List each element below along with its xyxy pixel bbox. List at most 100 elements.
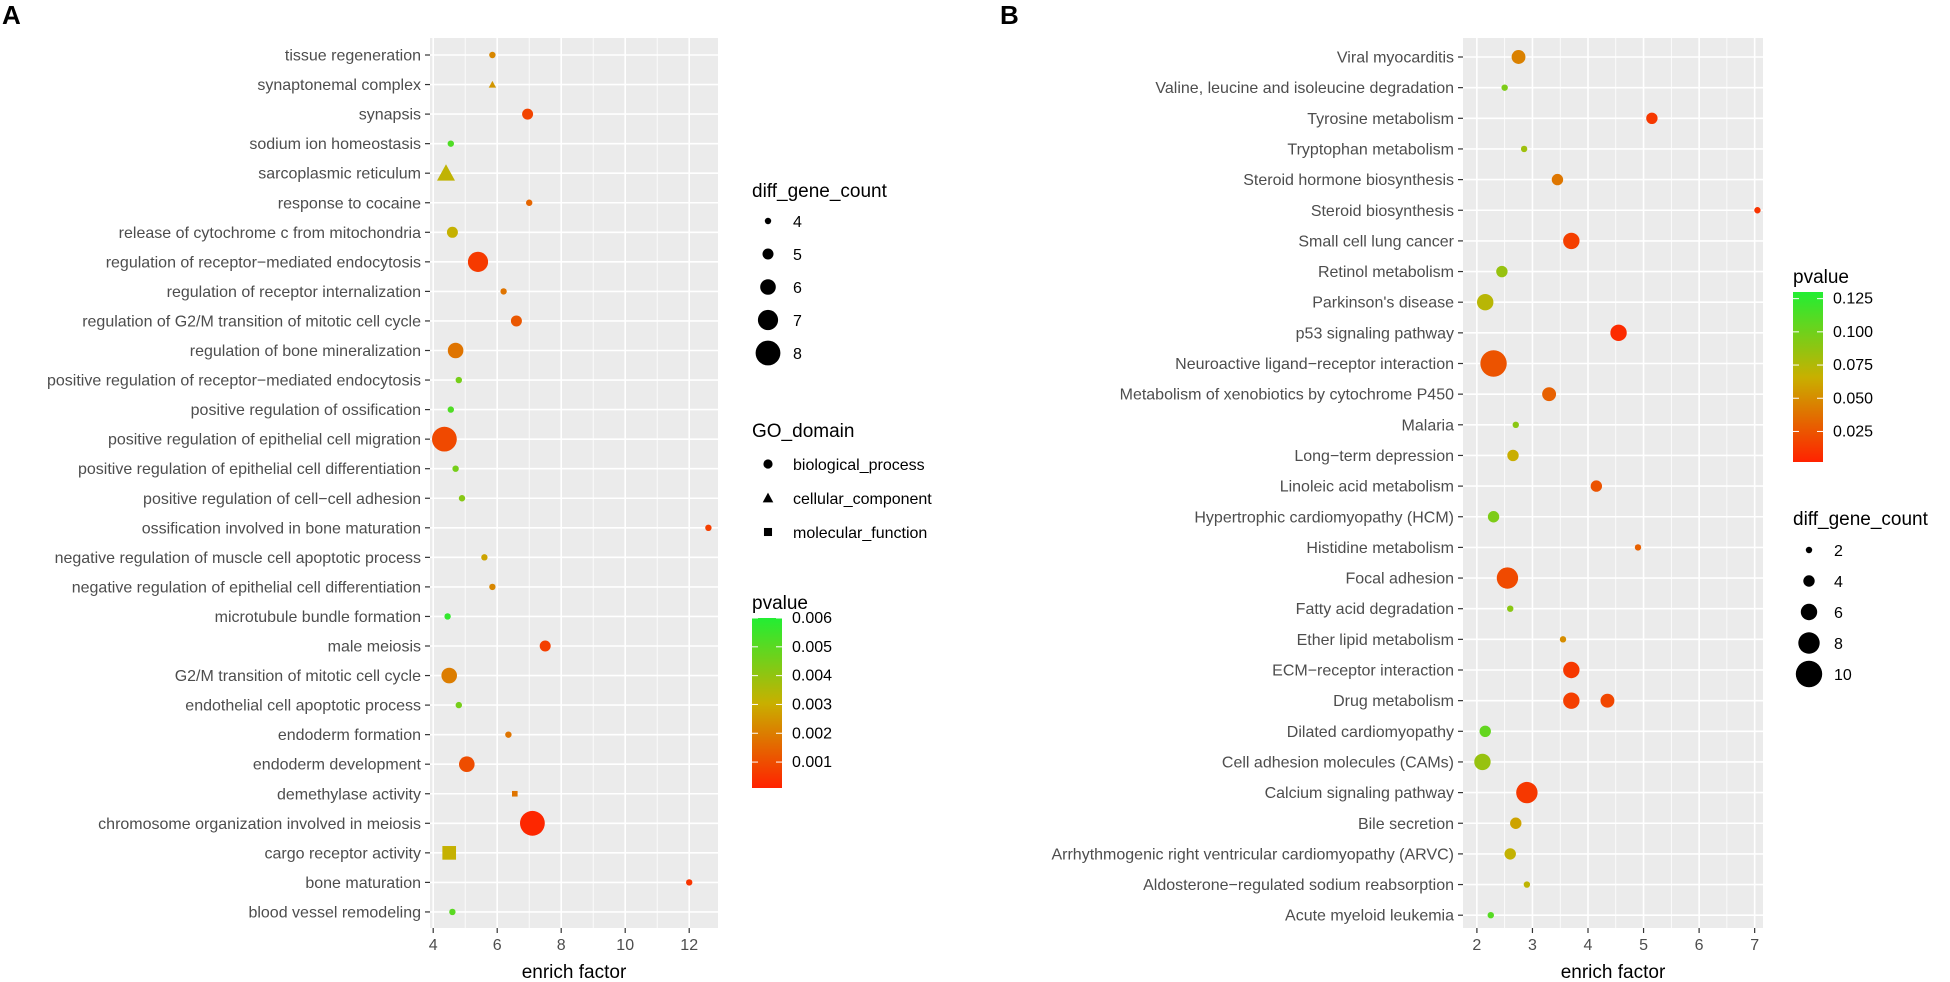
data-point xyxy=(539,640,551,652)
data-point xyxy=(1501,84,1508,91)
category-label: Parkinson's disease xyxy=(1312,295,1454,312)
data-point xyxy=(447,140,454,147)
data-point xyxy=(1510,817,1522,829)
color-legend-label: 0.025 xyxy=(1833,423,1873,440)
category-label: Histidine metabolism xyxy=(1306,540,1454,557)
category-label: Bile secretion xyxy=(1358,816,1454,833)
size-legend-label: 6 xyxy=(1834,605,1843,622)
x-tick-label: 3 xyxy=(1528,937,1537,954)
category-label: synapsis xyxy=(359,107,421,124)
category-label: negative regulation of muscle cell apopt… xyxy=(55,550,421,567)
category-label: Dilated cardiomyopathy xyxy=(1287,724,1454,741)
data-point xyxy=(449,908,456,916)
data-point xyxy=(1563,232,1580,250)
category-label: endoderm development xyxy=(253,757,422,774)
size-legend-label: 4 xyxy=(793,214,802,231)
panel-b-plot: Viral myocarditis Valine, leucine and iso… xyxy=(1051,38,1763,982)
shape-legend-key xyxy=(763,527,773,537)
data-point xyxy=(467,251,489,272)
size-legend-key xyxy=(1805,546,1813,554)
shape-legend-label: molecular_function xyxy=(793,525,927,542)
category-label: Tryptophan metabolism xyxy=(1287,141,1454,158)
size-legend-label: 8 xyxy=(1834,636,1843,653)
category-label: Metabolism of xenobiotics by cytochrome … xyxy=(1120,387,1454,404)
shape-legend-label: cellular_component xyxy=(793,491,932,508)
size-legend-label: 2 xyxy=(1834,543,1843,560)
category-label: cargo receptor activity xyxy=(264,845,421,862)
category-label: G2/M transition of mitotic cell cycle xyxy=(175,668,421,685)
panel-a-plot: tissue regeneration synaptonemal complex s… xyxy=(47,38,718,982)
panel-a-category-labels: tissue regeneration synaptonemal complex s… xyxy=(47,48,430,921)
category-label: negative regulation of epithelial cell d… xyxy=(72,579,421,596)
data-point xyxy=(686,879,693,886)
size-legend-key xyxy=(1800,603,1818,621)
x-tick-label: 6 xyxy=(493,937,502,954)
category-label: demethylase activity xyxy=(277,786,421,803)
color-legend-label: 0.100 xyxy=(1833,324,1873,341)
category-label: release of cytochrome c from mitochondri… xyxy=(119,225,421,242)
category-label: Valine, leucine and isoleucine degradati… xyxy=(1155,80,1454,97)
size-legend-label: 4 xyxy=(1834,574,1843,591)
data-point xyxy=(437,164,455,181)
data-point xyxy=(500,288,507,295)
data-point xyxy=(1610,324,1627,342)
category-label: microtubule bundle formation xyxy=(215,609,421,626)
data-point xyxy=(1559,636,1567,643)
panel-b-background xyxy=(1463,38,1763,928)
color-legend-label: 0.006 xyxy=(792,610,832,627)
color-legend-label: 0.001 xyxy=(792,754,832,771)
size-legend-key xyxy=(764,217,772,225)
x-tick-label: 5 xyxy=(1639,937,1648,954)
panel-a-size-legend: 4 5 6 7 8 xyxy=(755,214,802,366)
shape-legend-label: biological_process xyxy=(793,457,925,474)
x-tick-label: 2 xyxy=(1472,937,1481,954)
panel-b-color-bar xyxy=(1793,292,1823,462)
category-label: synaptonemal complex xyxy=(257,77,421,94)
data-point xyxy=(1511,50,1526,64)
panel-a-shape-legend-title: GO_domain xyxy=(752,421,854,442)
data-point xyxy=(489,51,496,59)
panel-b-category-labels: Viral myocarditis Valine, leucine and iso… xyxy=(1051,50,1463,925)
category-label: positive regulation of cell−cell adhesio… xyxy=(143,491,421,508)
size-legend-key xyxy=(1798,632,1820,654)
data-point xyxy=(1477,294,1494,311)
panel-a-color-legend: 0.006 0.005 0.004 0.003 0.002 0.001 xyxy=(752,610,832,771)
category-label: Fatty acid degradation xyxy=(1296,601,1454,618)
x-tick-label: 7 xyxy=(1750,937,1759,954)
color-legend-label: 0.050 xyxy=(1833,390,1873,407)
category-label: Neuroactive ligand−receptor interaction xyxy=(1175,356,1454,373)
data-point xyxy=(1520,145,1528,153)
data-point xyxy=(442,846,457,860)
color-legend-label: 0.005 xyxy=(792,639,832,656)
category-label: sarcoplasmic reticulum xyxy=(258,166,421,183)
category-label: ossification involved in bone maturation xyxy=(142,520,421,537)
category-label: p53 signaling pathway xyxy=(1296,325,1454,342)
category-label: Cell adhesion molecules (CAMs) xyxy=(1222,754,1454,771)
size-legend-label: 10 xyxy=(1834,667,1852,684)
panel-b-legends: pvalue 0.125 0.100 0.075 0.050 0.025 diff_ge… xyxy=(1793,267,1929,688)
data-point xyxy=(526,199,533,206)
category-label: Malaria xyxy=(1402,417,1455,434)
size-legend-key xyxy=(762,248,774,260)
panel-b-size-legend-title: diff_gene_count xyxy=(1793,509,1929,530)
category-label: Acute myeloid leukemia xyxy=(1285,908,1454,925)
size-legend-key xyxy=(1795,660,1823,688)
category-label: Steroid hormone biosynthesis xyxy=(1243,172,1454,189)
data-point xyxy=(1496,265,1508,278)
data-point xyxy=(455,701,462,709)
size-legend-label: 7 xyxy=(793,313,802,330)
x-tick-label: 4 xyxy=(1584,937,1593,954)
data-point xyxy=(441,667,458,684)
panel-a-label: A xyxy=(2,0,21,30)
data-point xyxy=(1590,480,1603,492)
category-label: sodium ion homeostasis xyxy=(249,136,421,153)
data-point xyxy=(512,790,518,797)
category-label: bone maturation xyxy=(305,875,421,892)
category-label: blood vessel remodeling xyxy=(248,904,421,921)
data-point xyxy=(1516,781,1538,804)
data-point xyxy=(447,406,454,413)
color-legend-label: 0.125 xyxy=(1833,291,1873,308)
data-point xyxy=(1504,848,1516,860)
data-point xyxy=(444,613,451,620)
data-point xyxy=(489,583,496,591)
